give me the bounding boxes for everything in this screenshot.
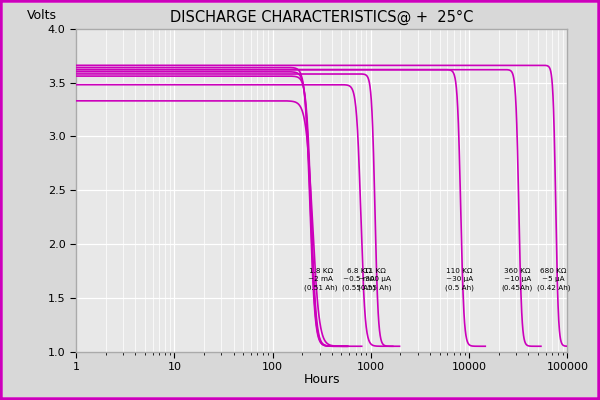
Text: 11 KΩ
~300 μA
(0.55 Ah): 11 KΩ ~300 μA (0.55 Ah) (358, 268, 391, 291)
Text: Volts: Volts (27, 9, 57, 22)
Text: 110 KΩ
~30 μA
(0.5 Ah): 110 KΩ ~30 μA (0.5 Ah) (445, 268, 474, 291)
Text: 360 KΩ
~10 μA
(0.45Ah): 360 KΩ ~10 μA (0.45Ah) (502, 268, 533, 291)
Title: DISCHARGE CHARACTERISTICS@ +  25°C: DISCHARGE CHARACTERISTICS@ + 25°C (170, 10, 473, 25)
Text: 6.8 KΩ
~0.5 mA
(0.55 Ah): 6.8 KΩ ~0.5 mA (0.55 Ah) (343, 268, 376, 291)
X-axis label: Hours: Hours (304, 374, 340, 386)
Text: 680 KΩ
~5 μA
(0.42 Ah): 680 KΩ ~5 μA (0.42 Ah) (536, 268, 570, 291)
Text: 1.8 KΩ
~2 mA
(0.51 Ah): 1.8 KΩ ~2 mA (0.51 Ah) (304, 268, 338, 291)
